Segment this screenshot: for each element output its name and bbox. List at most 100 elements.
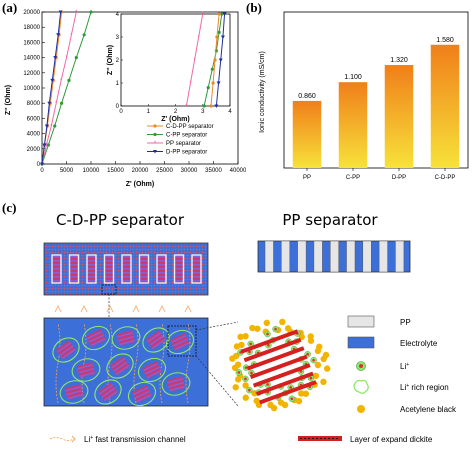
pp-column: [395, 240, 405, 273]
bar-c-d-pp: [430, 44, 460, 169]
bar-value-label: 1.580: [436, 37, 454, 44]
acetylene-black-particle: [234, 361, 242, 368]
cdpp-separator-strip: [43, 242, 209, 296]
li-ion-core: [239, 351, 242, 354]
acetylene-black-particle: [320, 378, 327, 386]
legend-item-d-pp-separator: D-PP separator: [147, 150, 207, 156]
legend-label: D-PP separator: [166, 150, 207, 156]
inset-frame: [120, 13, 231, 107]
dickite-block: [142, 361, 162, 379]
data-point: [47, 101, 52, 106]
series-c-pp-separator: [40, 10, 93, 166]
dickite-cluster: [81, 325, 111, 351]
a-ytick-label: 4000: [27, 132, 41, 138]
data-point: *: [197, 35, 200, 41]
data-point: [220, 12, 224, 16]
data-point: [217, 12, 221, 16]
acetylene-black-particle: [307, 337, 315, 344]
li-ion-core: [290, 397, 294, 401]
inset-series-line: [185, 13, 204, 107]
data-point: [40, 162, 44, 166]
a-xlabel: Z' (Ohm): [126, 181, 155, 188]
li-ion: [247, 340, 254, 348]
inset-xtick-label: 2: [174, 109, 178, 115]
legend-li-label: Li+: [400, 362, 409, 371]
legend-li-icon: [356, 361, 366, 371]
cdpp-title: C-D-PP separator: [56, 211, 185, 229]
dickite-layer-icon: [298, 436, 342, 441]
acetylene-black-particle: [249, 324, 256, 332]
li-ion: [246, 386, 253, 394]
li-ion-core: [250, 371, 253, 375]
li-fast-channel: [185, 322, 191, 404]
data-point: [220, 35, 225, 39]
li-rich-region-ring: [161, 372, 191, 396]
b-xtick-label: PP: [303, 175, 311, 181]
li-ion-core: [267, 343, 270, 347]
legend-li-rich-label: Li+ rich region: [400, 383, 449, 392]
b-ylabel: Ionic conductivity (mS/cm): [259, 51, 266, 133]
dickite-block: [110, 356, 130, 376]
dickite-layer: [246, 346, 305, 371]
inset-ytick-label: 3: [116, 35, 120, 41]
panel-label-b: (b): [246, 0, 262, 15]
a-ytick-label: 12000: [23, 71, 40, 77]
a-xtick-label: 25000: [156, 168, 173, 174]
dickite-layer: [249, 354, 308, 380]
data-point: [74, 56, 78, 60]
cdpp-pore-column: [191, 254, 202, 284]
acetylene-black-particle: [242, 394, 249, 401]
legend-acetylene-icon: [357, 405, 365, 413]
channel-arrowhead: [54, 305, 62, 313]
data-point: *: [154, 141, 157, 147]
data-point: *: [50, 124, 53, 130]
data-point: [215, 35, 219, 39]
li-ion: [272, 325, 279, 333]
data-point: [209, 104, 213, 108]
cdpp-pore-column: [156, 254, 167, 284]
dickite-legend-label: Layer of expand dickite: [350, 435, 433, 444]
li-rich-region-ring: [137, 357, 167, 383]
legend-item-c-d-pp-separator: C-D-PP separator: [147, 124, 214, 130]
bar-value-label: 1.100: [344, 74, 362, 81]
dickite-cluster: [71, 358, 101, 382]
a-ytick-label: 8000: [27, 101, 41, 107]
dickite-cluster: [161, 372, 191, 396]
data-point: *: [193, 58, 196, 64]
li-ion-core: [248, 350, 251, 354]
inset-ytick-label: 2: [116, 58, 120, 64]
dickite-block: [76, 362, 96, 378]
a-ytick-label: 10000: [23, 86, 40, 92]
inset-ytick-label: 0: [116, 104, 120, 110]
data-point: [67, 78, 71, 82]
acetylene-black-particle: [314, 361, 322, 369]
acetylene-black-particle: [253, 397, 260, 405]
b-xtick-label: D-PP: [392, 175, 406, 181]
data-point: *: [202, 12, 205, 18]
bottom-legend: Li+ fast transmission channel Layer of e…: [49, 435, 433, 444]
pp-column: [346, 240, 356, 273]
li-ion-core: [299, 370, 303, 373]
data-point: [202, 104, 206, 108]
acetylene-black-particle: [267, 401, 274, 409]
data-point: [218, 58, 223, 62]
inset-xtick-label: 4: [228, 109, 232, 115]
legend-pp-label: PP: [400, 318, 411, 327]
li-fast-channel: [159, 322, 165, 404]
li-rich-region-ring: [111, 326, 141, 350]
inset-series-c-d-pp-separator: [209, 12, 221, 108]
dickite-layer: [252, 363, 311, 388]
data-point: *: [189, 81, 192, 87]
li-ion-core: [266, 383, 269, 386]
a-ytick-label: 0: [37, 162, 41, 168]
series-line: [41, 11, 62, 165]
conductivity-bar-chart: PP C-PP D-PP C-D-PP 0.860 1.100 1.320 1.580 Io…: [259, 11, 469, 181]
data-point: [222, 12, 227, 16]
data-point: [53, 124, 57, 128]
dickite-cluster: [94, 379, 122, 405]
dickite-block: [116, 330, 136, 346]
dickite-layer: [243, 337, 302, 363]
legend-li-rich-icon: [353, 379, 369, 394]
dickite-block: [64, 384, 84, 400]
pp-column: [297, 240, 307, 273]
